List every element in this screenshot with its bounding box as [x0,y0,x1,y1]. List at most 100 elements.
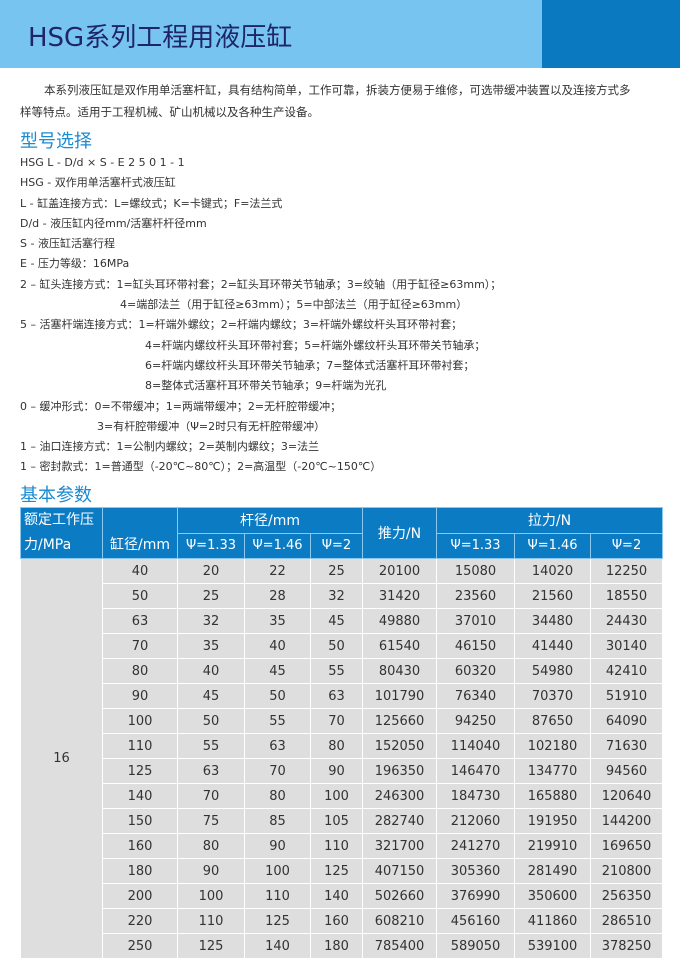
table-cell: 20 [177,558,245,584]
table-cell: 31420 [362,583,438,609]
header-pressure: 额定工作压力/MPa [20,507,103,559]
table-cell: 456160 [436,908,516,934]
table-cell: 94560 [590,758,664,784]
table-cell: 35 [177,633,245,659]
table-cell: 45 [244,658,311,684]
model-line: 6=杆端内螺纹杆头耳环带关节轴承；7=整体式活塞杆耳环带衬套； [145,358,475,372]
model-line: 3=有杆腔带缓冲（Ψ=2时只有无杆腔带缓冲） [97,419,326,433]
table-cell: 191950 [514,808,592,834]
table-cell: 90 [102,683,178,709]
table-cell: 75 [177,808,245,834]
pressure-cell: 16 [20,558,103,959]
page-title: HSG系列工程用液压缸 [28,23,293,53]
table-cell: 40 [244,633,311,659]
table-cell: 286510 [590,908,664,934]
table-cell: 63 [244,733,311,759]
header-rod: 杆径/mm [176,507,364,534]
table-cell: 90 [309,758,364,784]
table-cell: 100 [309,783,364,809]
table-cell: 120640 [590,783,664,809]
table-cell: 90 [177,858,245,884]
table-cell: 70 [102,633,178,659]
table-cell: 350600 [514,883,592,909]
table-cell: 41440 [514,633,592,659]
table-row: 110 55 63 80 152050 114040 102180 71630 [21,733,664,759]
table-cell: 140 [244,933,311,959]
table-cell: 407150 [362,858,438,884]
table-cell: 146470 [436,758,516,784]
table-cell: 87650 [514,708,592,734]
table-cell: 378250 [590,933,664,959]
table-cell: 28 [244,583,311,609]
table-cell: 14020 [514,558,592,584]
table-cell: 165880 [514,783,592,809]
table-cell: 37010 [436,608,516,634]
table-cell: 40 [102,558,178,584]
table-cell: 12250 [590,558,664,584]
table-cell: 219910 [514,833,592,859]
table-row: 140 70 80 100 246300 184730 165880 120640 [21,783,664,809]
params-table: 额定工作压力/MPa 缸径/mm 杆径/mm 推力/N 拉力/N Ψ=1.33 … [20,507,664,959]
table-cell: 100 [177,883,245,909]
model-code-description: HSG L - D/d × S - E 2 5 0 1 - 1 HSG - 双作用… [20,153,501,478]
table-cell: 200 [102,883,178,909]
table-cell: 51910 [590,683,664,709]
model-line: 1 – 密封款式：1=普通型（-20℃~80℃）；2=高温型（-20℃~150℃… [20,460,382,474]
table-cell: 35 [244,608,311,634]
table-row: 150 75 85 105 282740 212060 191950 144200 [21,808,664,834]
table-cell: 125 [244,908,311,934]
model-line: HSG - 双作用单活塞杆式液压缸 [20,176,176,190]
table-cell: 80 [177,833,245,859]
params-heading: 基本参数 [20,485,92,506]
table-cell: 100 [244,858,311,884]
table-cell: 25 [177,583,245,609]
table-cell: 80 [244,783,311,809]
table-cell: 32 [309,583,364,609]
table-cell: 140 [309,883,364,909]
table-cell: 55 [177,733,245,759]
table-cell: 110 [309,833,364,859]
table-cell: 63 [102,608,178,634]
table-cell: 50 [102,583,178,609]
table-cell: 24430 [590,608,664,634]
table-cell: 305360 [436,858,516,884]
table-cell: 30140 [590,633,664,659]
table-cell: 180 [309,933,364,959]
table-cell: 64090 [590,708,664,734]
table-cell: 376990 [436,883,516,909]
table-cell: 50 [177,708,245,734]
table-cell: 18550 [590,583,664,609]
table-cell: 256350 [590,883,664,909]
title-banner: HSG系列工程用液压缸 [0,0,680,68]
table-row: 63 32 35 45 49880 37010 34480 24430 [21,608,664,634]
table-cell: 212060 [436,808,516,834]
model-line: 4=端部法兰（用于缸径≥63mm）；5=中部法兰（用于缸径≥63mm） [120,298,468,312]
table-cell: 110 [244,883,311,909]
table-cell: 55 [244,708,311,734]
table-cell: 114040 [436,733,516,759]
table-cell: 54980 [514,658,592,684]
table-cell: 70 [309,708,364,734]
table-cell: 61540 [362,633,438,659]
table-cell: 101790 [362,683,438,709]
table-cell: 63 [309,683,364,709]
table-cell: 80 [102,658,178,684]
table-cell: 49880 [362,608,438,634]
table-cell: 110 [177,908,245,934]
banner-accent [542,0,680,68]
table-cell: 125 [102,758,178,784]
table-cell: 140 [102,783,178,809]
table-cell: 321700 [362,833,438,859]
table-cell: 281490 [514,858,592,884]
table-cell: 210800 [590,858,664,884]
model-line: L - 缸盖连接方式：L=螺纹式；K=卡键式；F=法兰式 [20,196,283,210]
table-cell: 21560 [514,583,592,609]
header-rod-psi-2: Ψ=1.46 [244,532,311,559]
table-row: 180 90 100 125 407150 305360 281490 210800 [21,858,664,884]
model-line: 0 – 缓冲形式：0=不带缓冲；1=两端带缓冲；2=无杆腔带缓冲； [20,399,342,413]
table-row: 125 63 70 90 196350 146470 134770 94560 [21,758,664,784]
table-cell: 169650 [590,833,664,859]
table-cell: 22 [244,558,311,584]
table-cell: 502660 [362,883,438,909]
header-pull-psi-1: Ψ=1.33 [436,532,516,559]
